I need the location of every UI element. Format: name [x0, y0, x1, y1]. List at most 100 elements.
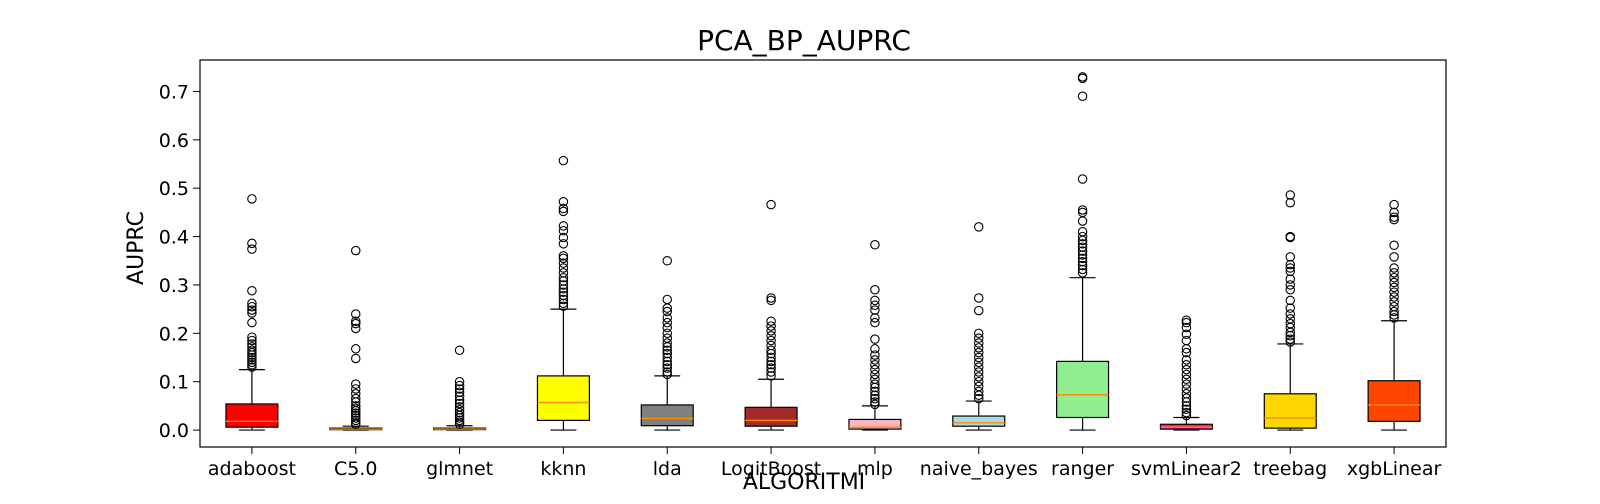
outlier-point: [1181, 335, 1192, 346]
outlier-point: [558, 280, 569, 290]
outlier-point: [350, 401, 361, 411]
outlier-point: [558, 301, 569, 311]
outlier-point: [870, 313, 880, 323]
outlier-point: [973, 338, 984, 348]
outlier-point: [1181, 404, 1192, 415]
outlier-point: [1077, 242, 1088, 252]
outlier-point: [1389, 268, 1399, 278]
outlier-point: [662, 338, 672, 348]
outlier-point: [558, 290, 569, 301]
outlier-point: [454, 387, 465, 398]
box-body: [1263, 393, 1317, 429]
outlier-point: [247, 332, 257, 342]
outlier-point: [558, 258, 569, 268]
box-body: [744, 406, 798, 427]
outlier-point: [1285, 303, 1296, 313]
x-tick-label: ranger: [1051, 458, 1114, 480]
outlier-point: [870, 393, 880, 404]
outlier-point: [247, 301, 257, 312]
box-body: [952, 415, 1006, 427]
outlier-point: [662, 333, 672, 343]
outlier-point: [1181, 360, 1192, 370]
outlier-point: [558, 196, 569, 207]
outlier-point: [766, 335, 776, 346]
outlier-point: [350, 384, 361, 394]
chart-title: PCA_BP_AUPRC: [697, 24, 911, 57]
outlier-point: [1389, 282, 1399, 293]
y-tick-label: 0.2: [159, 323, 189, 345]
outlier-point: [766, 360, 776, 370]
outlier-point: [350, 353, 361, 364]
outlier-point: [350, 408, 361, 418]
outlier-point: [1285, 330, 1296, 341]
y-tick-label: 0.0: [159, 420, 189, 442]
outlier-point: [1285, 327, 1296, 338]
outlier-point: [558, 287, 569, 297]
outlier-point: [1285, 263, 1296, 273]
outlier-point: [973, 367, 984, 377]
outlier-point: [454, 384, 465, 394]
x-tick-label: LogitBoost: [721, 458, 821, 480]
outlier-point: [558, 268, 569, 278]
outlier-point: [662, 345, 672, 355]
outlier-point: [870, 240, 880, 250]
outlier-point: [662, 356, 672, 367]
outlier-point: [454, 391, 465, 401]
box-treebag: [1263, 190, 1317, 431]
outlier-point: [558, 203, 569, 214]
y-tick-label: 0.6: [159, 130, 189, 152]
outlier-point: [766, 340, 776, 351]
outlier-point: [766, 295, 776, 306]
outlier-point: [247, 360, 257, 370]
outlier-point: [247, 317, 257, 328]
outlier-point: [558, 272, 569, 283]
outlier-point: [454, 419, 465, 430]
outlier-point: [247, 285, 257, 296]
outlier-point: [247, 355, 257, 365]
outlier-point: [350, 323, 361, 334]
outlier-point: [1389, 292, 1399, 302]
y-tick-label: 0.4: [159, 227, 189, 249]
outlier-point: [1389, 214, 1399, 225]
outlier-point: [973, 390, 984, 400]
outlier-point: [1077, 253, 1088, 264]
outlier-point: [1181, 364, 1192, 375]
outlier-point: [454, 395, 465, 405]
outlier-point: [870, 295, 880, 306]
outlier-point: [247, 298, 257, 309]
outlier-point: [1389, 212, 1399, 222]
outlier-point: [766, 367, 776, 377]
outlier-point: [1181, 347, 1192, 358]
outlier-point: [870, 350, 880, 360]
outlier-point: [454, 398, 465, 409]
x-tick-label: xgbLinear: [1347, 458, 1442, 480]
box-body: [536, 375, 590, 421]
outlier-point: [1181, 374, 1192, 385]
outlier-point: [766, 371, 776, 381]
outlier-point: [1285, 309, 1296, 319]
outlier-point: [870, 390, 880, 400]
outlier-point: [454, 376, 465, 387]
box-naive-bayes: [952, 222, 1006, 431]
outlier-point: [558, 239, 569, 249]
outlier-point: [247, 194, 257, 204]
box-kknn: [536, 155, 590, 431]
outlier-point: [662, 352, 672, 363]
outlier-point: [662, 369, 672, 380]
outlier-point: [1181, 401, 1192, 411]
outlier-point: [766, 356, 776, 367]
outlier-point: [870, 344, 880, 354]
outlier-point: [350, 316, 361, 326]
outlier-point: [1181, 355, 1192, 365]
outlier-point: [662, 328, 672, 339]
outlier-point: [973, 376, 984, 387]
outlier-point: [870, 360, 880, 370]
outlier-point: [662, 256, 672, 266]
box-logitboost: [744, 199, 798, 431]
outlier-point: [973, 386, 984, 397]
x-tick-label: lda: [653, 458, 682, 480]
x-tick-label: adaboost: [208, 458, 296, 480]
outlier-point: [1285, 337, 1296, 347]
outlier-point: [247, 362, 257, 372]
outlier-point: [870, 364, 880, 375]
